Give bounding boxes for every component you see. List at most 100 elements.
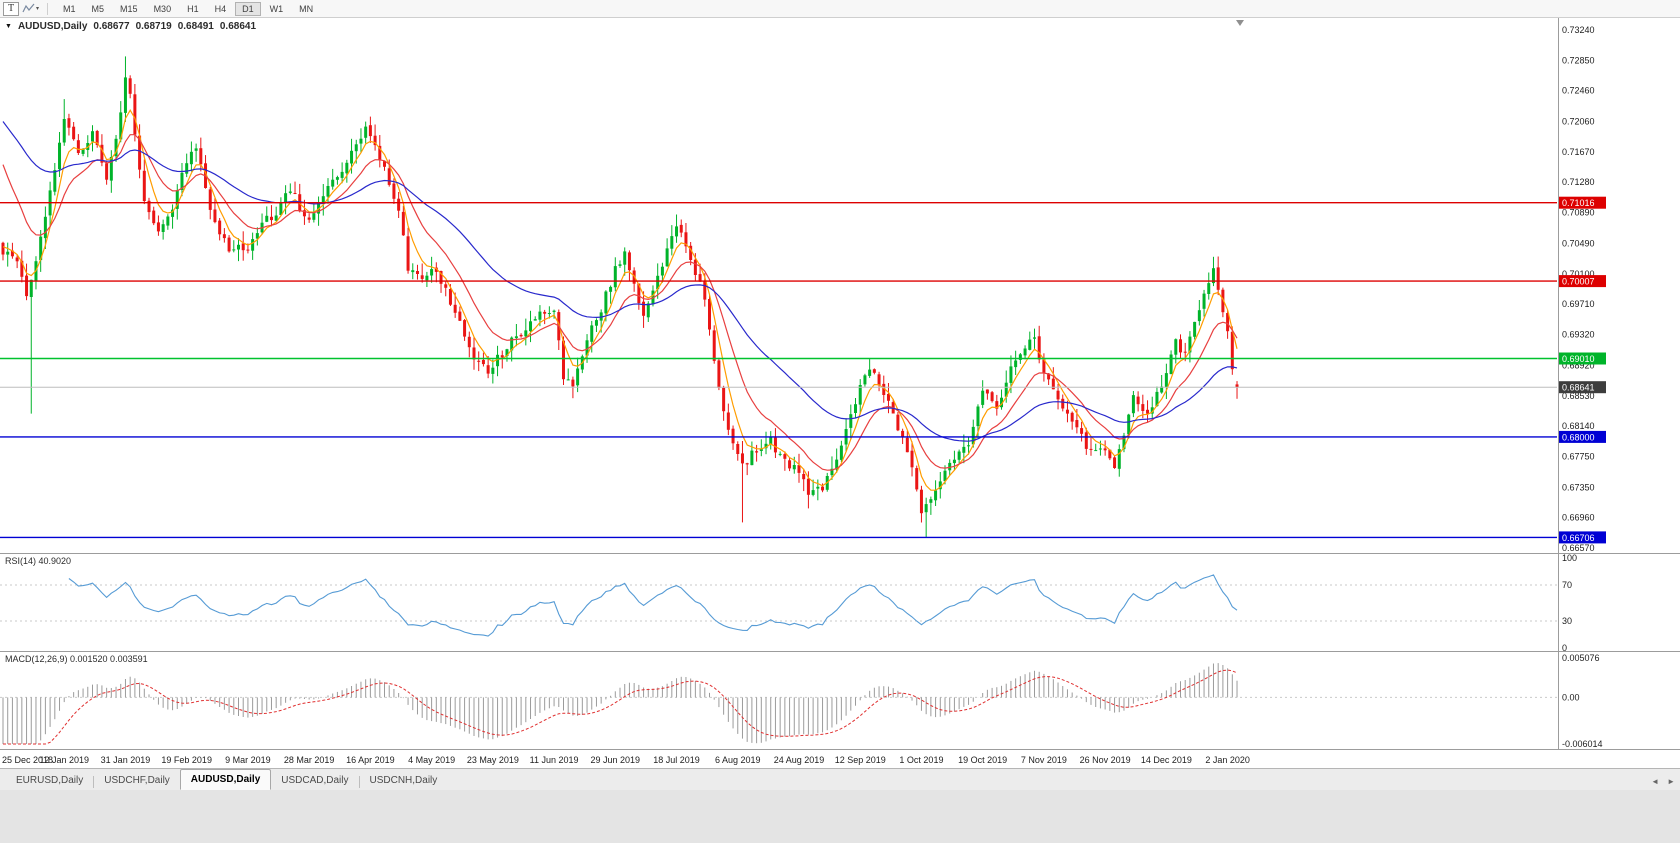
ma-line-fast-orange	[2, 108, 1238, 491]
timeframe-h1-button[interactable]: H1	[187, 3, 199, 14]
chart-canvas[interactable]: 0.73240 0.72850 0.72460 0.72060 0.71670 0.712…	[0, 18, 1680, 768]
candle-body	[505, 349, 509, 356]
chart-tabs: EURUSD,Daily USDCHF,Daily AUDUSD,Daily USDC…	[6, 768, 447, 790]
candle-body	[354, 144, 358, 152]
tabs-scroll-left-icon[interactable]: ◄	[1651, 777, 1660, 786]
candle-body	[778, 453, 782, 455]
candle-body	[20, 260, 24, 277]
candle-body	[1047, 373, 1051, 380]
timeframe-w1-button[interactable]: W1	[269, 3, 284, 14]
candle-body	[114, 138, 118, 157]
timeframe-m5-button[interactable]: M5	[91, 3, 105, 14]
candle-body	[345, 162, 349, 174]
tab-scroll-arrows: ◄ ►	[1651, 777, 1675, 786]
candle-body	[1070, 412, 1074, 422]
tabs-scroll-right-icon[interactable]: ►	[1667, 777, 1675, 786]
candle-body	[255, 233, 259, 239]
candle-body	[1032, 337, 1036, 339]
candle-body	[609, 286, 613, 292]
candle-body	[1216, 267, 1220, 290]
chart-tab-usdcad[interactable]: USDCAD,Daily	[281, 774, 349, 786]
candle-body	[538, 311, 542, 320]
price-badge-label: 0.68000	[1562, 432, 1595, 442]
candle-body	[1179, 339, 1182, 353]
price-axis-label: 0.69320	[1562, 329, 1595, 339]
candle-body	[1051, 378, 1055, 390]
rsi-axis-label: 30	[1562, 616, 1572, 626]
price-axis-label: 0.73240	[1562, 25, 1595, 35]
candle-body	[430, 269, 434, 276]
candle-body	[514, 336, 518, 339]
candle-body	[1009, 366, 1013, 383]
candle-body	[335, 177, 339, 180]
price-badge-label: 0.71016	[1562, 198, 1595, 208]
drawing-tool-button[interactable]: ▾	[22, 2, 39, 16]
candle-body	[467, 336, 471, 348]
chart-tab-eurusd[interactable]: EURUSD,Daily	[16, 774, 84, 786]
candle-body	[910, 450, 914, 468]
macd-axis-label: -0.006014	[1562, 739, 1603, 749]
candle-body	[1202, 293, 1206, 309]
rsi-axis-label: 70	[1562, 580, 1572, 590]
candle-body	[340, 171, 344, 178]
price-axis-label: 0.70490	[1562, 239, 1595, 249]
price-axis-label: 0.72460	[1562, 86, 1595, 96]
chart-tab-usdchf[interactable]: USDCHF,Daily	[104, 774, 170, 786]
candle-body	[420, 275, 424, 279]
candle-body	[166, 216, 170, 226]
candle-body	[453, 304, 457, 313]
candle-body	[1004, 382, 1008, 397]
date-label: 6 Aug 2019	[715, 755, 761, 765]
candle-body	[109, 157, 113, 181]
candle-body	[29, 279, 33, 297]
timeframe-h4-button[interactable]: H4	[214, 3, 227, 14]
candle-body	[1188, 336, 1192, 353]
candle-body	[740, 453, 744, 464]
candle-body	[43, 216, 47, 239]
candle-body	[439, 271, 443, 284]
candle-body	[1169, 354, 1173, 375]
chart-tab-audusd[interactable]: AUDUSD,Daily	[179, 769, 272, 790]
price-badge-label: 0.66706	[1562, 533, 1595, 543]
candle-body	[378, 145, 382, 161]
candle-body	[943, 470, 947, 482]
date-label: 9 Mar 2019	[225, 755, 271, 765]
candle-body	[618, 264, 622, 266]
candle-body	[769, 437, 773, 445]
expand-ohlc-icon[interactable]: ▼	[5, 23, 12, 30]
timeframe-mn-button[interactable]: MN	[299, 3, 314, 14]
candle-body	[604, 291, 608, 314]
candle-body	[67, 118, 71, 128]
price-axis-label: 0.69710	[1562, 299, 1595, 309]
candle-body	[312, 213, 316, 220]
candle-body	[1084, 432, 1088, 449]
timeframe-d1-button[interactable]: D1	[235, 1, 261, 16]
candle-body	[6, 251, 10, 255]
chart-shift-marker-icon[interactable]	[1236, 20, 1244, 26]
candle-body	[444, 284, 448, 288]
candle-body	[919, 489, 923, 514]
timeframe-m30-button[interactable]: M30	[153, 3, 172, 14]
candle-body	[533, 319, 537, 321]
candle-body	[665, 248, 669, 267]
timeframe-m1-button[interactable]: M1	[63, 3, 76, 14]
candle-body	[307, 217, 311, 220]
price-axis-label: 0.66960	[1562, 513, 1595, 523]
candle-body	[1098, 448, 1102, 450]
price-axis-label: 0.70890	[1562, 208, 1595, 218]
candle-body	[269, 216, 273, 221]
candle-body	[924, 504, 928, 513]
candle-body	[288, 191, 292, 193]
candle-body	[858, 385, 862, 405]
text-tool-button[interactable]: T	[3, 1, 19, 16]
candle-body	[15, 257, 19, 262]
chart-tab-usdcnh[interactable]: USDCNH,Daily	[369, 774, 438, 786]
candle-body	[491, 367, 495, 374]
price-badge-label: 0.69010	[1562, 354, 1595, 364]
candle-body	[1211, 268, 1215, 284]
candle-body	[147, 200, 151, 213]
candle-body	[792, 465, 796, 470]
candle-body	[1127, 414, 1131, 435]
timeframe-m15-button[interactable]: M15	[120, 3, 138, 14]
candle-body	[194, 148, 198, 151]
